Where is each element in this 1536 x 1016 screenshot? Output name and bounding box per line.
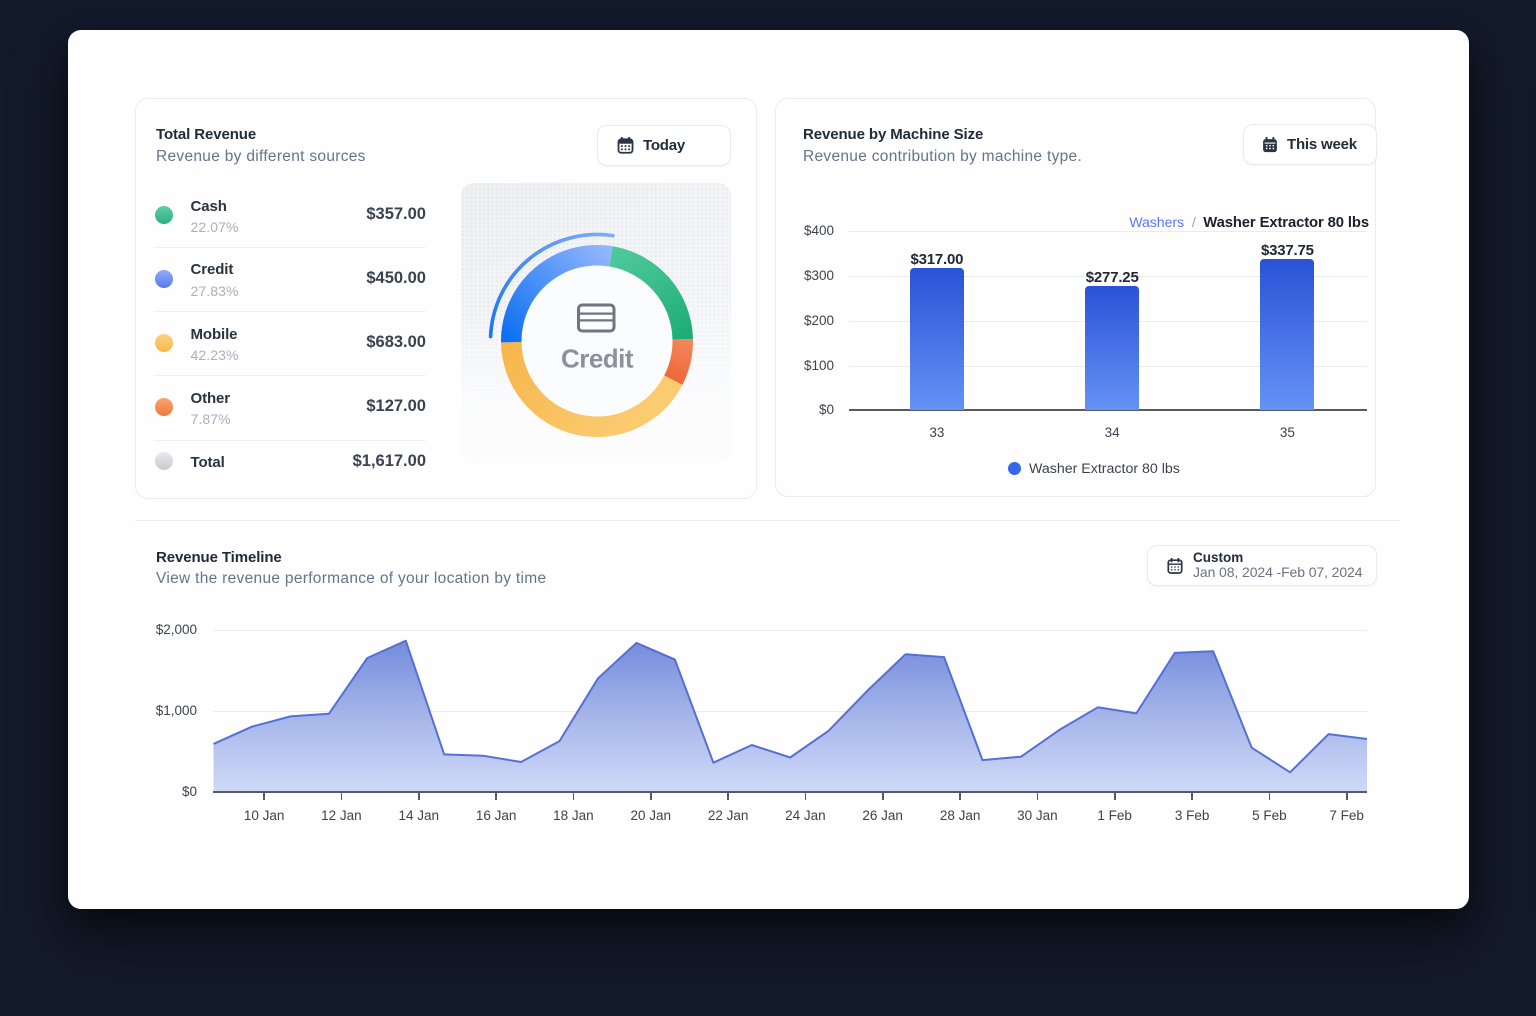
svg-text:Credit: Credit xyxy=(561,344,634,374)
